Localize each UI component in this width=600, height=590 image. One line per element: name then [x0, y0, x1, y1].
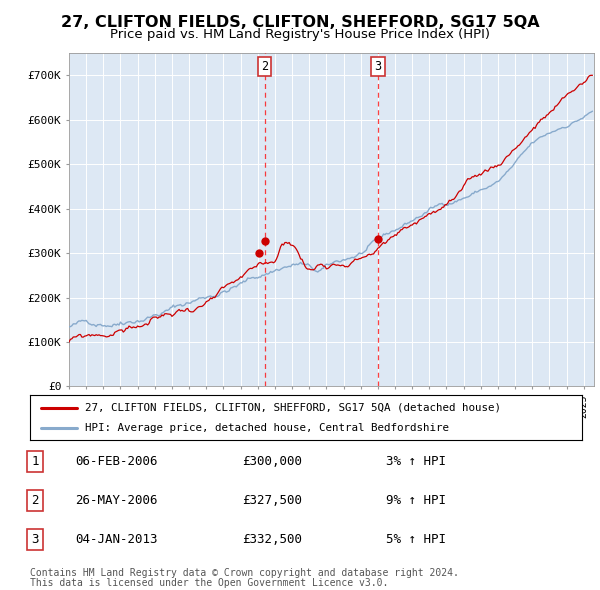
Text: 26-MAY-2006: 26-MAY-2006 [76, 494, 158, 507]
Text: Contains HM Land Registry data © Crown copyright and database right 2024.: Contains HM Land Registry data © Crown c… [30, 568, 459, 578]
Text: 2: 2 [31, 494, 39, 507]
Text: HPI: Average price, detached house, Central Bedfordshire: HPI: Average price, detached house, Cent… [85, 424, 449, 434]
Text: 3: 3 [31, 533, 39, 546]
Text: 3% ↑ HPI: 3% ↑ HPI [386, 455, 446, 468]
Text: 3: 3 [374, 60, 382, 73]
Text: 06-FEB-2006: 06-FEB-2006 [76, 455, 158, 468]
Text: 5% ↑ HPI: 5% ↑ HPI [386, 533, 446, 546]
Text: £327,500: £327,500 [242, 494, 302, 507]
Text: This data is licensed under the Open Government Licence v3.0.: This data is licensed under the Open Gov… [30, 578, 388, 588]
Text: Price paid vs. HM Land Registry's House Price Index (HPI): Price paid vs. HM Land Registry's House … [110, 28, 490, 41]
Text: 9% ↑ HPI: 9% ↑ HPI [386, 494, 446, 507]
Text: 27, CLIFTON FIELDS, CLIFTON, SHEFFORD, SG17 5QA: 27, CLIFTON FIELDS, CLIFTON, SHEFFORD, S… [61, 15, 539, 30]
Text: 27, CLIFTON FIELDS, CLIFTON, SHEFFORD, SG17 5QA (detached house): 27, CLIFTON FIELDS, CLIFTON, SHEFFORD, S… [85, 403, 501, 412]
Text: 04-JAN-2013: 04-JAN-2013 [76, 533, 158, 546]
Text: £332,500: £332,500 [242, 533, 302, 546]
Text: 2: 2 [261, 60, 268, 73]
Text: 1: 1 [31, 455, 39, 468]
Text: £300,000: £300,000 [242, 455, 302, 468]
